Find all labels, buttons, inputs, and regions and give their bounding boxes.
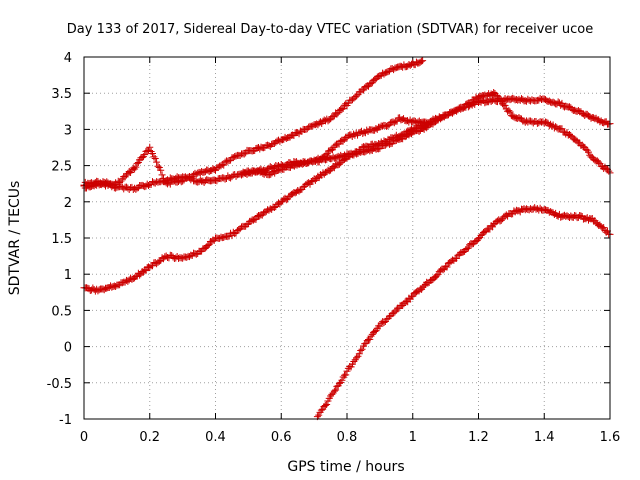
- x-tick-label: 1: [409, 430, 417, 445]
- data-point: [420, 282, 428, 290]
- data-point: [434, 270, 442, 278]
- data-point: [366, 335, 374, 343]
- x-tick-label: 1.6: [600, 430, 621, 445]
- data-point: [132, 163, 140, 171]
- data-point: [358, 345, 366, 353]
- x-tick-label: 0.8: [337, 430, 358, 445]
- data-point: [154, 162, 162, 170]
- grid-lines: [84, 57, 610, 419]
- data-point: [355, 350, 363, 358]
- series-arc-E: [313, 204, 614, 421]
- y-tick-label: 3.5: [51, 87, 72, 102]
- data-point: [327, 166, 335, 174]
- x-tick-label: 1.2: [468, 430, 489, 445]
- data-point: [399, 301, 407, 309]
- data-point: [600, 224, 608, 232]
- data-point: [500, 101, 508, 109]
- data-point: [323, 400, 331, 408]
- x-tick-label: 1.4: [534, 430, 555, 445]
- data-point: [151, 155, 159, 162]
- data-point: [204, 241, 212, 249]
- data-point: [501, 102, 509, 110]
- data-point: [415, 128, 423, 136]
- data-point: [136, 271, 144, 279]
- data-point: [330, 387, 338, 395]
- data-point: [133, 160, 141, 168]
- plot-frame: [83, 56, 611, 420]
- x-tick-label: 0.4: [205, 430, 226, 445]
- data-point: [150, 153, 158, 161]
- data-point: [339, 104, 347, 112]
- y-axis-label: SDTVAR / TECUs: [7, 181, 23, 296]
- data-point: [332, 386, 340, 394]
- y-tick-label: 1: [64, 268, 72, 283]
- data-point: [329, 113, 337, 121]
- x-tick-label: 0.2: [139, 430, 160, 445]
- x-tick-label: 0: [80, 430, 88, 445]
- series-arc-D: [238, 114, 430, 179]
- axis-ticks: 0 0.2 0.4 0.6 0.8 1 1.2 1.4 1.6 -1 -0.5 0 0.5 1 1.5 2 2.…: [47, 51, 621, 445]
- data-point: [317, 406, 325, 414]
- data-point: [367, 332, 375, 340]
- data-point: [390, 135, 398, 143]
- data-point: [148, 149, 156, 157]
- data-point: [158, 171, 166, 179]
- data-point: [157, 166, 165, 174]
- data-point: [153, 158, 161, 166]
- y-tick-label: -0.5: [47, 377, 72, 392]
- data-point: [497, 216, 505, 224]
- data-point: [419, 57, 427, 65]
- x-tick-label: 0.6: [271, 430, 292, 445]
- y-tick-label: 1.5: [51, 232, 72, 247]
- data-point: [322, 151, 330, 159]
- data-point: [453, 254, 461, 262]
- y-tick-label: 2.5: [51, 160, 72, 175]
- x-axis-label: GPS time / hours: [287, 459, 404, 475]
- data-point: [146, 143, 154, 151]
- y-tick-label: 0: [64, 341, 72, 356]
- data-point: [338, 105, 346, 113]
- data-point: [353, 92, 361, 100]
- data-point: [357, 347, 365, 355]
- data-point: [439, 266, 447, 274]
- y-tick-label: 2: [64, 196, 72, 211]
- data-point: [422, 118, 430, 126]
- data-point: [595, 158, 603, 166]
- data-point: [433, 272, 441, 280]
- y-tick-label: 4: [64, 51, 72, 66]
- data-point: [220, 161, 228, 169]
- data-point: [342, 371, 350, 379]
- data-point: [141, 151, 149, 159]
- data-point: [464, 244, 472, 252]
- data-point: [338, 376, 346, 384]
- y-tick-label: 0.5: [51, 304, 72, 319]
- data-point: [505, 107, 513, 115]
- data-point: [142, 267, 150, 275]
- series-arc-A: [80, 57, 427, 189]
- y-tick-label: -1: [59, 413, 72, 428]
- data-point: [240, 150, 248, 158]
- data-points: [80, 57, 614, 421]
- data-point: [443, 263, 451, 271]
- data-point: [417, 57, 425, 65]
- data-point: [333, 110, 341, 118]
- data-point: [605, 167, 613, 175]
- series-arc-C: [80, 88, 614, 295]
- data-point: [339, 137, 347, 145]
- data-point: [506, 108, 514, 116]
- data-point: [585, 148, 593, 156]
- data-point: [321, 402, 329, 410]
- data-point: [353, 354, 361, 362]
- chart-title: Day 133 of 2017, Sidereal Day-to-day VTE…: [67, 22, 593, 37]
- y-tick-label: 3: [64, 123, 72, 138]
